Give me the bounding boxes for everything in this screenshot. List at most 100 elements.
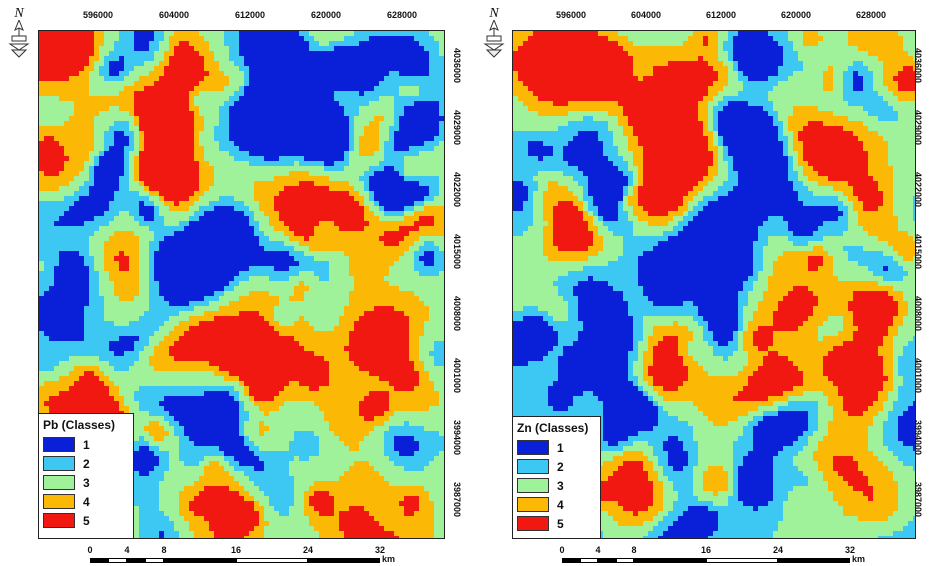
raster-cell [74,261,79,266]
raster-cell [219,166,224,171]
raster-cell [224,31,229,36]
raster-cell [104,61,109,66]
raster-cell [239,231,244,236]
raster-cell [404,201,409,206]
raster-cell [109,121,114,126]
raster-cell [304,301,309,306]
raster-cell [384,196,389,201]
raster-cell [264,121,269,126]
raster-cell [194,136,199,141]
raster-cell [74,136,79,141]
raster-cell [104,121,109,126]
raster-cell [399,71,404,76]
raster-cell [224,336,229,341]
raster-cell [194,56,199,61]
raster-cell [299,226,304,231]
raster-cell [94,331,99,336]
raster-cell [249,326,254,331]
raster-cell [429,51,434,56]
raster-cell [389,231,394,236]
raster-cell [429,101,434,106]
raster-cell [189,261,194,266]
raster-cell [299,206,304,211]
raster-cell [294,331,299,336]
raster-cell [409,306,414,311]
raster-cell [249,81,254,86]
raster-cell [394,271,399,276]
raster-cell [219,301,224,306]
raster-cell [199,201,204,206]
raster-cell [54,266,59,271]
raster-cell [324,216,329,221]
raster-cell [354,156,359,161]
raster-cell [429,96,434,101]
raster-cell [314,286,319,291]
raster-cell [124,246,129,251]
raster-cell [249,221,254,226]
raster-cell [439,256,444,261]
raster-cell [129,326,134,331]
raster-cell [264,211,269,216]
raster-cell [294,106,299,111]
raster-cell [159,86,164,91]
raster-cell [209,66,214,71]
raster-cell [54,261,59,266]
raster-cell [74,196,79,201]
raster-cell [279,286,284,291]
raster-cell [49,186,54,191]
raster-cell [404,256,409,261]
raster-cell [229,176,234,181]
raster-cell [364,156,369,161]
raster-cell [184,211,189,216]
raster-cell [369,191,374,196]
raster-cell [364,306,369,311]
raster-cell [409,81,414,86]
raster-cell [249,276,254,281]
raster-cell [304,116,309,121]
raster-cell [284,61,289,66]
raster-cell [259,191,264,196]
raster-cell [269,276,274,281]
raster-cell [59,101,64,106]
raster-cell [124,201,129,206]
raster-cell [134,266,139,271]
raster-cell [99,56,104,61]
raster-cell [104,46,109,51]
raster-cell [264,136,269,141]
raster-cell [184,336,189,341]
raster-cell [269,296,274,301]
raster-cell [274,166,279,171]
raster-cell [344,156,349,161]
raster-cell [424,271,429,276]
raster-cell [79,101,84,106]
raster-cell [429,251,434,256]
raster-cell [204,166,209,171]
raster-cell [179,236,184,241]
raster-cell [159,41,164,46]
raster-cell [359,261,364,266]
raster-cell [79,321,84,326]
raster-cell [334,66,339,71]
raster-cell [64,326,69,331]
raster-cell [439,306,444,311]
raster-cell [359,196,364,201]
raster-cell [244,131,249,136]
raster-cell [204,101,209,106]
raster-cell [174,156,179,161]
raster-cell [399,136,404,141]
raster-cell [54,326,59,331]
raster-cell [269,326,274,331]
raster-cell [124,231,129,236]
raster-cell [259,126,264,131]
raster-cell [189,226,194,231]
raster-cell [179,171,184,176]
raster-cell [159,186,164,191]
raster-cell [284,186,289,191]
raster-cell [149,146,154,151]
raster-cell [224,261,229,266]
raster-cell [129,306,134,311]
raster-cell [429,111,434,116]
raster-cell [359,291,364,296]
raster-cell [69,226,74,231]
raster-cell [429,146,434,151]
